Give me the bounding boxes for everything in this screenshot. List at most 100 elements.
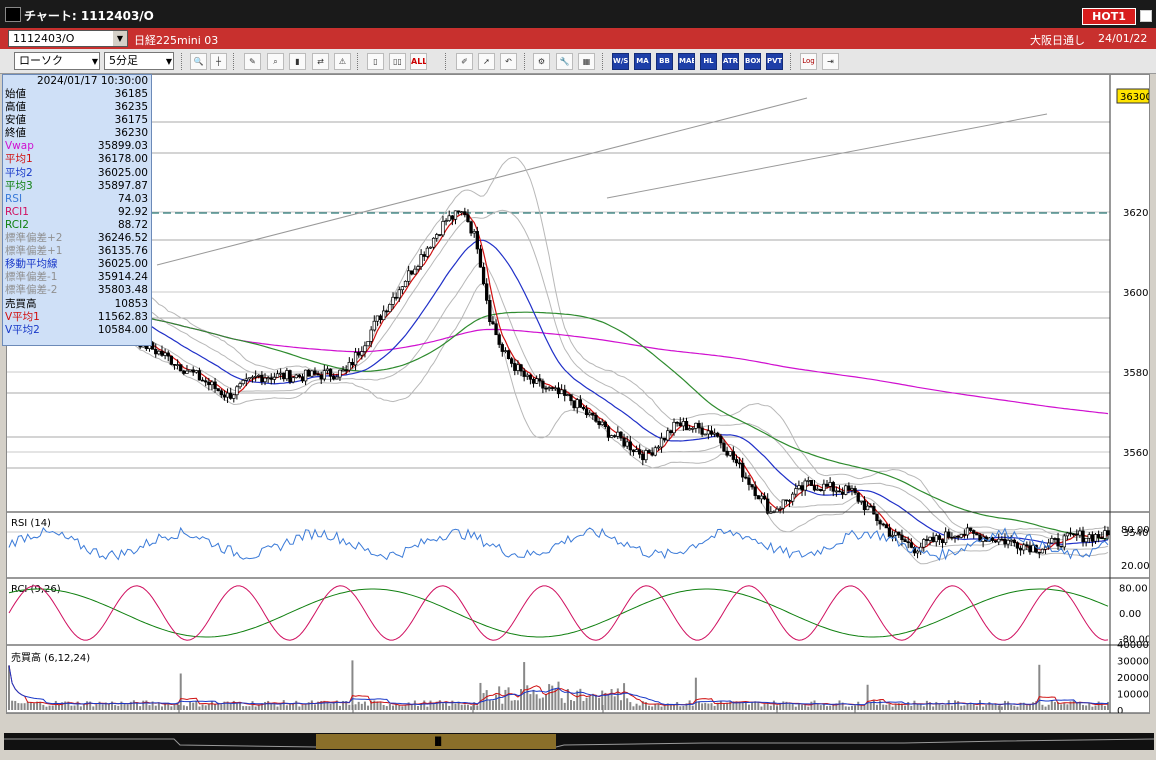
candle-body <box>894 531 898 536</box>
atr-button[interactable]: ATR <box>722 53 739 70</box>
candle-body <box>691 427 695 430</box>
chart-area[interactable]: 36200 36000 35800 35600 35400 36300 RSI (14) 8… <box>6 74 1155 730</box>
info-label: RCI1 <box>5 205 29 218</box>
exit-icon[interactable]: ⇥ <box>822 53 839 70</box>
hl-button[interactable]: HL <box>700 53 717 70</box>
candle-body <box>210 381 214 386</box>
candle-body <box>900 534 904 541</box>
palette-icon[interactable]: ▦ <box>578 53 595 70</box>
drawing-tool-icon[interactable]: ✎ <box>244 53 261 70</box>
symbol-input[interactable]: 1112403/O ▼ <box>8 30 128 47</box>
bar-chart-icon[interactable]: ▮ <box>289 53 306 70</box>
settings-icon[interactable]: ⚙ <box>533 53 550 70</box>
ma-button[interactable]: MA <box>634 53 651 70</box>
candle-body <box>897 531 901 536</box>
candle-body <box>419 254 423 267</box>
candle-body <box>762 495 767 500</box>
info-row: RCI1 92.92 <box>3 206 151 219</box>
timeframe-value: 5分足 <box>109 54 138 67</box>
ws-button[interactable]: W/S <box>612 53 629 70</box>
timeframe-select[interactable]: 5分足 ▼ <box>104 52 174 70</box>
candle-body <box>154 349 158 355</box>
candle-body <box>681 421 686 427</box>
candle-body <box>519 364 523 372</box>
window-close-icon[interactable] <box>1140 10 1152 22</box>
candle-body <box>825 483 829 487</box>
candle-body <box>503 350 508 352</box>
candle-body <box>822 483 826 492</box>
candle-body <box>1100 537 1104 539</box>
candle-body <box>753 486 757 496</box>
candle-body <box>163 352 167 356</box>
crosshair-icon[interactable]: ┼ <box>210 53 227 70</box>
candle-compare-icon[interactable]: ⇄ <box>312 53 329 70</box>
price-tick-label: 36200 <box>1123 208 1149 219</box>
candle-body <box>397 289 401 299</box>
candle-body <box>547 387 551 389</box>
log-button[interactable]: Log <box>800 53 817 70</box>
rci-2-line <box>8 588 1109 638</box>
info-value: 10584.00 <box>97 323 148 336</box>
candle-body <box>766 498 770 514</box>
all-button[interactable]: ALL <box>410 53 427 70</box>
zoom-icon[interactable]: 🔍 <box>190 53 207 70</box>
candle-range-icon[interactable]: ▯▯ <box>389 53 406 70</box>
candle-body <box>1084 537 1088 543</box>
candle-body <box>663 437 667 441</box>
candle-body <box>672 421 676 434</box>
scrollbar-thumb[interactable] <box>316 734 556 749</box>
candle-body <box>435 234 439 239</box>
search-chart-icon[interactable]: ⌕ <box>267 53 284 70</box>
window-title: チャート: 1112403/O <box>24 9 154 23</box>
candle-body <box>506 350 511 360</box>
chart-type-select[interactable]: ローソク ▼ <box>14 52 100 70</box>
candle-body <box>747 477 751 485</box>
chart-svg[interactable]: 36200 36000 35800 35600 35400 36300 RSI (14) 8… <box>7 75 1155 730</box>
candle-body <box>257 374 261 377</box>
bb-button[interactable]: BB <box>656 53 673 70</box>
time-scrollbar[interactable]: ▐▌ <box>4 733 1154 750</box>
candle-body <box>266 377 270 380</box>
scrollbar-grip-icon[interactable]: ▐▌ <box>432 737 445 746</box>
chevron-down-icon[interactable]: ▼ <box>113 31 127 46</box>
wrench-icon[interactable]: 🔧 <box>556 53 573 70</box>
cursor-icon[interactable]: ➚ <box>478 53 495 70</box>
candle-body <box>438 234 442 236</box>
info-row: V平均1 11562.83 <box>3 311 151 324</box>
chart-type-value: ローソク <box>19 54 63 67</box>
candle-body <box>1050 538 1054 544</box>
candle-body <box>469 221 473 234</box>
candle-body <box>456 210 461 213</box>
candle-body <box>1059 545 1063 548</box>
candle-body <box>666 430 670 441</box>
candle-body <box>950 536 954 539</box>
candle-body <box>943 531 948 544</box>
candle-body <box>182 370 186 374</box>
candle-body <box>447 215 451 221</box>
candle-body <box>887 527 892 537</box>
pen-icon[interactable]: ✐ <box>456 53 473 70</box>
volume-tick-label: 20000 <box>1117 673 1149 684</box>
candle-body <box>656 446 661 449</box>
candle-body <box>962 533 967 536</box>
undo-icon[interactable]: ↶ <box>500 53 517 70</box>
info-row: 高値 36235 <box>3 101 151 114</box>
hot-badge[interactable]: HOT1 <box>1082 8 1136 25</box>
warning-icon[interactable]: ⚠ <box>334 53 351 70</box>
candle-body <box>1025 544 1029 547</box>
candle-body <box>282 372 286 380</box>
candle-body <box>797 485 801 490</box>
box-button[interactable]: BOX <box>744 53 761 70</box>
candle-icon[interactable]: ▯ <box>367 53 384 70</box>
info-label: 安値 <box>5 114 26 127</box>
mae-button[interactable]: MAE <box>678 53 695 70</box>
candle-body <box>675 421 679 424</box>
candle-body <box>641 453 645 461</box>
rci-1-line <box>8 585 1109 641</box>
pvt-button[interactable]: PVT <box>766 53 783 70</box>
info-row: 終値 36230 <box>3 127 151 140</box>
candle-body <box>787 500 792 502</box>
candle-body <box>229 392 233 399</box>
candle-body <box>260 374 264 383</box>
candle-body <box>847 485 851 491</box>
